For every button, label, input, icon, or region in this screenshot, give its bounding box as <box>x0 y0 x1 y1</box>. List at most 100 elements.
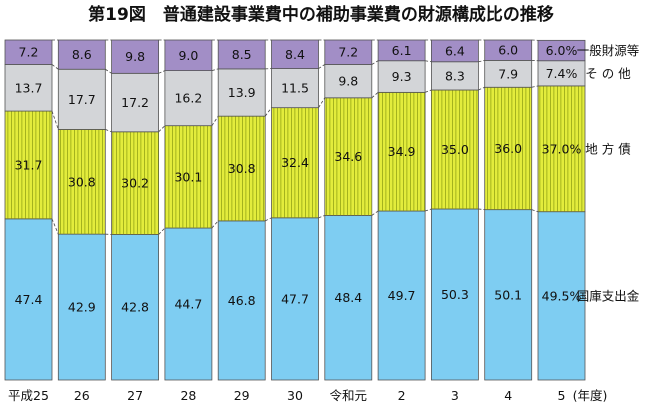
bar-ippan-zaigen-8 <box>430 39 479 63</box>
data-label-ippan-zaigen-0: 7.2 <box>19 45 39 60</box>
bars <box>4 39 586 381</box>
x-tick-label-2: 27 <box>127 388 143 403</box>
bar-sonota-7 <box>377 60 426 93</box>
connector-line-6-1 <box>371 210 379 216</box>
connector-line-0-3 <box>51 64 59 70</box>
connector-line-3-1 <box>211 220 219 229</box>
bar-sonota-5 <box>271 68 319 109</box>
x-tick-label-0: 平成25 <box>8 388 49 403</box>
x-axis-label: (年度) <box>573 388 608 403</box>
bar-ippan-zaigen-5 <box>271 39 319 69</box>
bar-hatch-0 <box>5 111 52 219</box>
bar-hatch-1 <box>58 129 106 235</box>
data-label-kokko-shishutsukin-6: 48.4 <box>334 290 362 305</box>
data-label-ippan-zaigen-3: 9.0 <box>178 48 198 63</box>
connector-lines <box>51 39 539 235</box>
bar-sonota-3 <box>164 70 213 127</box>
data-label-sonota-4: 13.9 <box>228 85 256 100</box>
connector-line-1-2 <box>105 129 112 133</box>
bar-sonota-1 <box>57 68 106 130</box>
bar-kokko-shishutsukin-9 <box>484 209 533 381</box>
bar-ippan-zaigen-1 <box>57 39 106 70</box>
data-label-chihousai-5: 32.4 <box>281 155 309 170</box>
connector-line-1-3 <box>105 68 112 74</box>
bar-sonota-4 <box>217 68 266 117</box>
x-tick-labels: 平成25 26 27 28 29 30 令和元 2 3 4 5 <box>8 388 565 403</box>
bar-ippan-zaigen-4 <box>217 39 266 70</box>
x-tick-label-8: 3 <box>451 388 459 403</box>
bar-ippan-zaigen-3 <box>164 39 213 72</box>
data-label-chihousai-2: 30.2 <box>121 176 149 191</box>
x-tick-label-9: 4 <box>504 388 512 403</box>
bar-kokko-shishutsukin-1 <box>57 233 106 381</box>
bar-kokko-shishutsukin-7 <box>377 210 426 381</box>
connector-line-5-2 <box>318 97 326 108</box>
bar-kokko-shishutsukin-8 <box>430 208 479 381</box>
data-label-kokko-shishutsukin-9: 50.1 <box>494 287 522 302</box>
bar-kokko-shishutsukin-2 <box>111 234 159 381</box>
connector-line-9-2 <box>531 85 539 88</box>
bar-sonota-8 <box>430 61 479 91</box>
data-label-sonota-6: 9.8 <box>338 74 358 89</box>
data-label-chihousai-3: 30.1 <box>174 169 202 184</box>
x-tick-label-5: 30 <box>287 388 303 403</box>
x-tick-label-6: 令和元 <box>330 388 368 403</box>
connector-line-6-3 <box>371 60 379 65</box>
bar-hatch-2 <box>111 131 159 235</box>
data-label-chihousai-8: 35.0 <box>441 142 469 157</box>
connector-line-2-2 <box>158 125 166 133</box>
connector-line-3-3 <box>211 68 219 71</box>
connector-line-7-1 <box>424 208 432 212</box>
x-tick-label-1: 26 <box>74 388 90 403</box>
connector-line-4-2 <box>264 107 272 117</box>
data-label-ippan-zaigen-5: 8.4 <box>285 47 305 62</box>
data-label-chihousai-7: 34.9 <box>388 144 416 159</box>
bar-sonota-6 <box>324 64 373 99</box>
x-tick-label-4: 29 <box>234 388 250 403</box>
connector-line-9-1 <box>531 209 539 213</box>
data-label-sonota-1: 17.7 <box>68 92 96 107</box>
data-label-kokko-shishutsukin-4: 46.8 <box>228 293 256 308</box>
data-label-kokko-shishutsukin-8: 50.3 <box>441 287 469 302</box>
legend-label-sonota: そ の 他 <box>585 66 631 81</box>
bar-hatch-7 <box>378 92 426 212</box>
bar-sonota-0 <box>4 64 53 112</box>
data-label-chihousai-4: 30.8 <box>228 161 256 176</box>
bar-hatch-5 <box>271 107 319 218</box>
connector-line-3-2 <box>211 115 219 126</box>
data-label-kokko-shishutsukin-5: 47.7 <box>281 291 309 306</box>
data-label-sonota-8: 8.3 <box>445 68 465 83</box>
connector-line-6-2 <box>371 92 379 99</box>
bar-hatch-9 <box>484 87 532 210</box>
data-label-sonota-0: 13.7 <box>15 80 43 95</box>
connector-line-8-3 <box>478 60 485 63</box>
legend-label-kokko-shishutsukin: 国庫支出金 <box>577 288 640 303</box>
bar-kokko-shishutsukin-10 <box>537 211 586 381</box>
data-label-sonota-7: 9.3 <box>392 69 412 84</box>
data-label-kokko-shishutsukin-3: 44.7 <box>174 297 202 312</box>
connector-line-5-1 <box>318 215 325 219</box>
bar-ippan-zaigen-0 <box>4 39 53 65</box>
x-tick-label-3: 28 <box>180 388 196 403</box>
x-tick-label-7: 2 <box>398 388 406 403</box>
bar-sonota-2 <box>111 72 159 133</box>
bar-sonota-9 <box>484 60 533 88</box>
chart-title: 第19図 普通建設事業費中の補助事業費の財源構成比の推移 <box>88 4 554 25</box>
connector-line-8-2 <box>478 86 485 91</box>
data-label-chihousai-1: 30.8 <box>68 174 96 189</box>
data-label-sonota-5: 11.5 <box>281 81 309 96</box>
connector-line-0-2 <box>51 110 59 130</box>
connector-line-8-1 <box>478 208 485 211</box>
data-label-ippan-zaigen-8: 6.4 <box>445 43 465 58</box>
data-label-ippan-zaigen-9: 6.0 <box>498 43 518 58</box>
connector-line-0-1 <box>51 218 59 235</box>
legend-label-ippan-zaigen: 一般財源等 <box>577 43 640 58</box>
bar-kokko-shishutsukin-6 <box>324 215 373 381</box>
bar-ippan-zaigen-10 <box>537 39 586 62</box>
data-label-kokko-shishutsukin-7: 49.7 <box>388 288 416 303</box>
data-label-kokko-shishutsukin-10: 49.5% <box>542 288 582 303</box>
connector-line-7-3 <box>425 60 432 63</box>
connector-line-4-1 <box>265 217 272 222</box>
data-label-chihousai-10: 37.0% <box>542 141 582 156</box>
